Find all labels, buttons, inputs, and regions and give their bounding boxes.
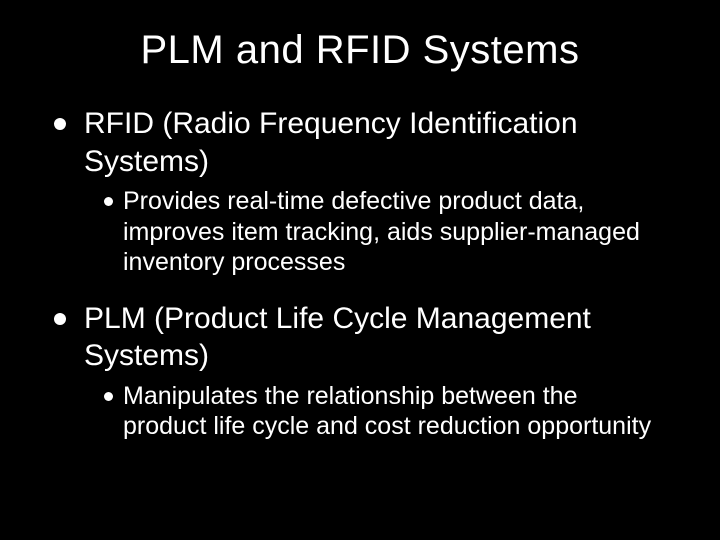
slide-title: PLM and RFID Systems xyxy=(50,28,670,73)
slide: PLM and RFID Systems RFID (Radio Frequen… xyxy=(0,0,720,540)
bullet-item-2: PLM (Product Life Cycle Management Syste… xyxy=(50,300,670,375)
bullet-icon xyxy=(54,118,66,130)
bullet-item-1: RFID (Radio Frequency Identification Sys… xyxy=(50,105,670,180)
bullet-icon xyxy=(54,313,66,325)
sub-bullet-text: Provides real-time defective product dat… xyxy=(123,186,660,278)
bullet-text: PLM (Product Life Cycle Management Syste… xyxy=(84,300,670,375)
sub-bullet-item-1: Provides real-time defective product dat… xyxy=(104,186,670,278)
bullet-icon xyxy=(104,392,113,401)
sub-bullet-text: Manipulates the relationship between the… xyxy=(123,381,660,442)
bullet-text: RFID (Radio Frequency Identification Sys… xyxy=(84,105,670,180)
bullet-icon xyxy=(104,197,113,206)
sub-bullet-item-2: Manipulates the relationship between the… xyxy=(104,381,670,442)
